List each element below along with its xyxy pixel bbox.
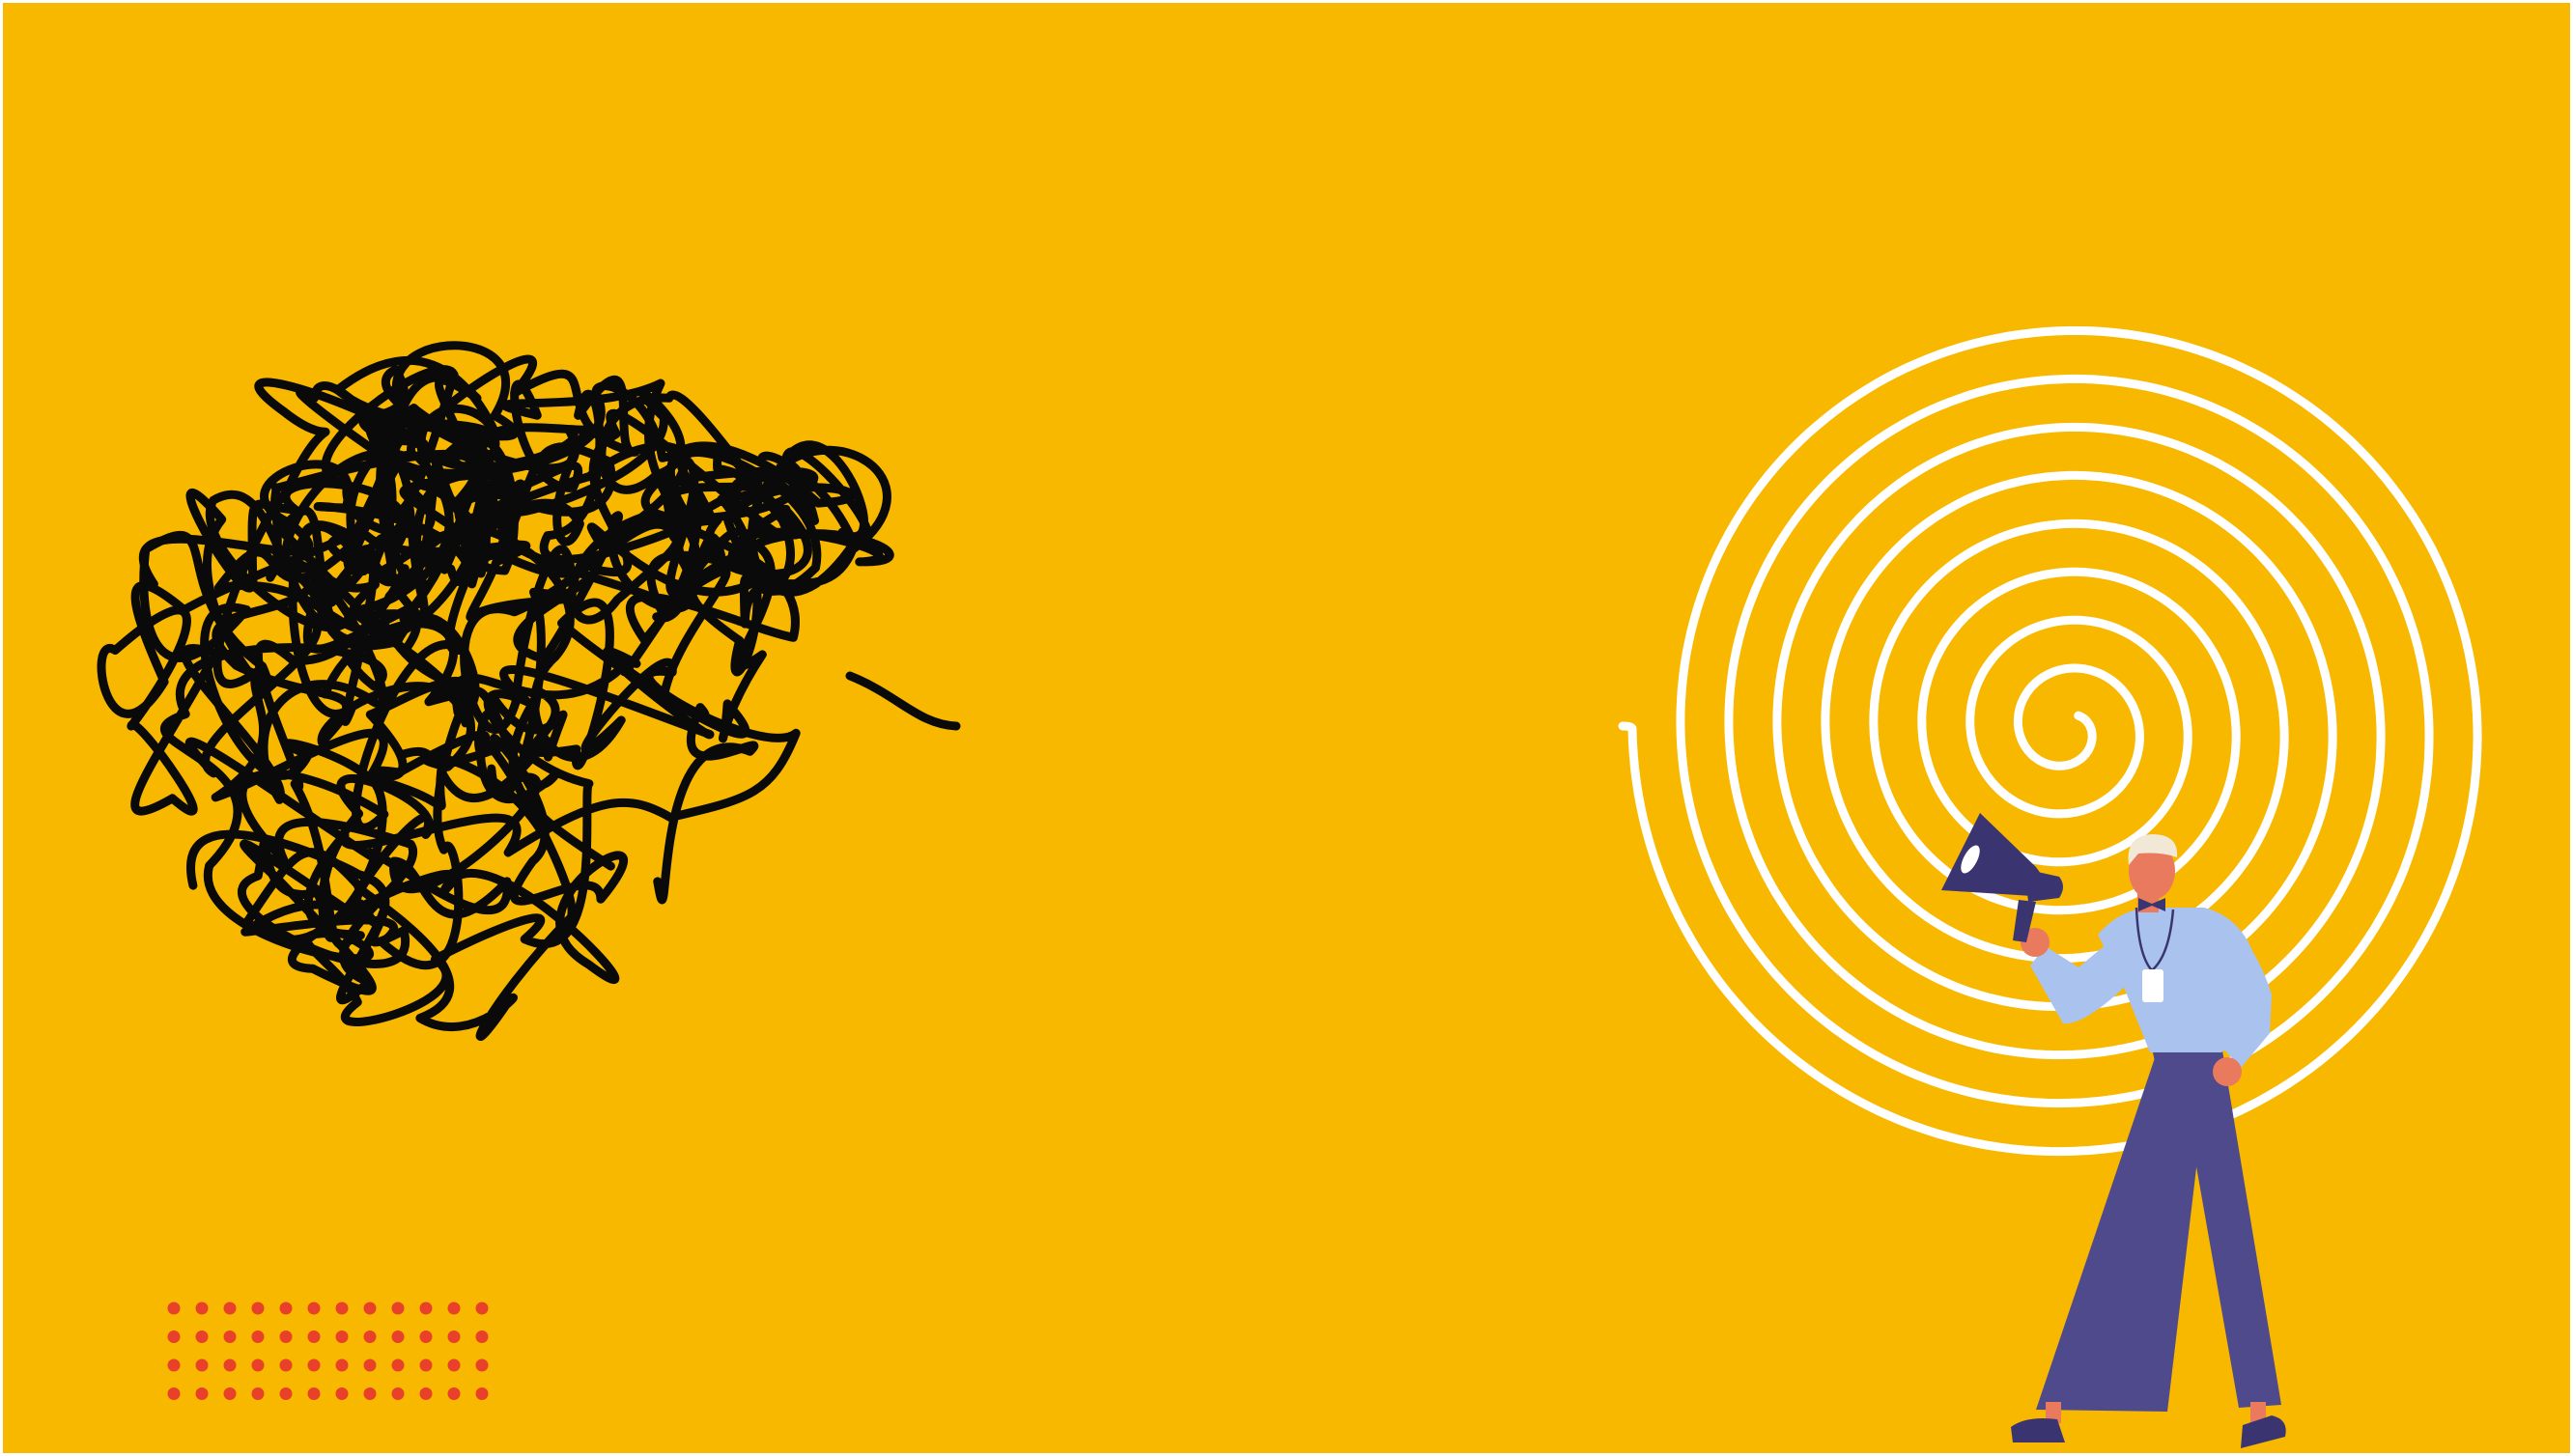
decorative-dot — [308, 1330, 321, 1343]
decorative-dot — [336, 1330, 349, 1343]
decorative-dot — [448, 1359, 461, 1372]
person-right-hand — [2213, 1057, 2242, 1086]
decorative-dot — [168, 1359, 181, 1372]
decorative-dot — [420, 1387, 433, 1400]
decorative-dot — [280, 1302, 293, 1315]
decorative-dot — [476, 1330, 489, 1343]
decorative-dot — [252, 1330, 265, 1343]
decorative-dot — [420, 1302, 433, 1315]
decorative-dot — [252, 1302, 265, 1315]
decorative-dot — [364, 1302, 377, 1315]
decorative-dot — [448, 1387, 461, 1400]
decorative-dot — [392, 1302, 405, 1315]
decorative-dot — [196, 1359, 209, 1372]
decorative-dot — [364, 1359, 377, 1372]
decorative-dot — [308, 1387, 321, 1400]
decorative-dot — [392, 1359, 405, 1372]
decorative-dot — [168, 1302, 181, 1315]
decorative-dot — [308, 1359, 321, 1372]
decorative-dot — [392, 1330, 405, 1343]
decorative-dot — [336, 1302, 349, 1315]
person-ear — [2130, 869, 2141, 881]
decorative-dot — [336, 1387, 349, 1400]
decorative-dot — [196, 1387, 209, 1400]
decorative-dot — [224, 1330, 237, 1343]
decorative-dot — [364, 1387, 377, 1400]
decorative-dot — [420, 1330, 433, 1343]
decorative-dot — [448, 1330, 461, 1343]
decorative-dot — [364, 1330, 377, 1343]
decorative-dot — [476, 1302, 489, 1315]
decorative-dot — [252, 1387, 265, 1400]
decorative-dot — [168, 1387, 181, 1400]
decorative-dot — [280, 1359, 293, 1372]
person-id-badge — [2142, 969, 2163, 1002]
decorative-dot — [392, 1387, 405, 1400]
decorative-dot — [196, 1302, 209, 1315]
decorative-dot — [280, 1330, 293, 1343]
decorative-dot — [224, 1359, 237, 1372]
decorative-dot — [476, 1359, 489, 1372]
decorative-dot — [252, 1359, 265, 1372]
decorative-dot — [168, 1330, 181, 1343]
decorative-dot — [308, 1302, 321, 1315]
decorative-dot — [280, 1387, 293, 1400]
decorative-dot — [476, 1387, 489, 1400]
decorative-dot — [224, 1302, 237, 1315]
decorative-dot — [336, 1359, 349, 1372]
decorative-dot — [420, 1359, 433, 1372]
decorative-dot — [224, 1387, 237, 1400]
decorative-dot — [448, 1302, 461, 1315]
decorative-dot — [196, 1330, 209, 1343]
